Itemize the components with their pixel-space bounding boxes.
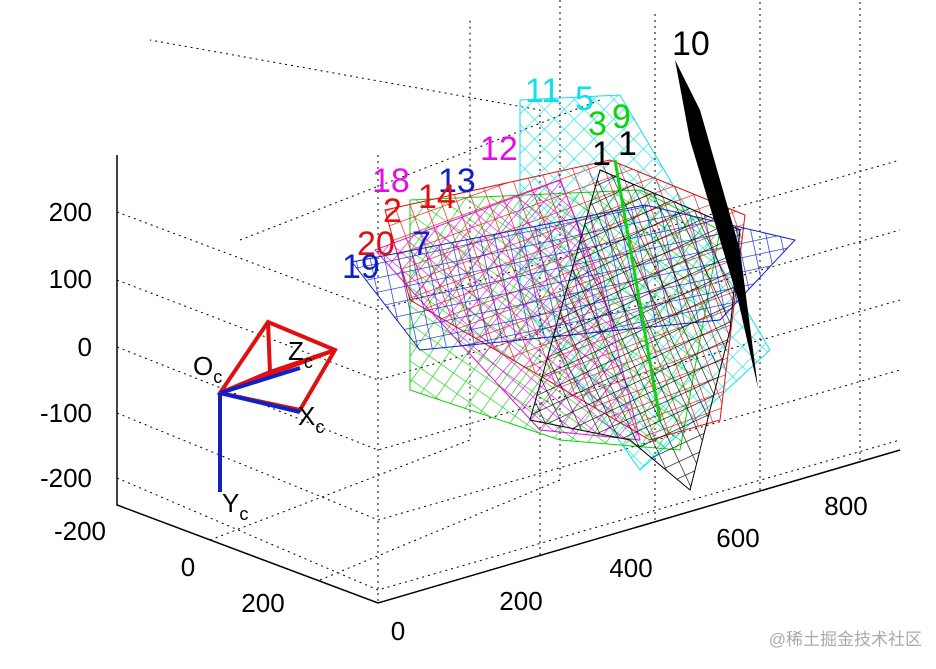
z-tick-label: 100	[49, 264, 92, 294]
y-ticks: -200 0 200	[54, 516, 285, 618]
plane-label: 1	[592, 135, 611, 173]
plane-label: 10	[672, 25, 710, 63]
plane-label: 12	[480, 130, 518, 168]
x-tick-label: 200	[499, 586, 542, 616]
plane-labels: 10 11 5 3 9 1 1 12 18 13 14 2 20 7 19	[342, 25, 710, 286]
plane-label: 9	[612, 98, 631, 136]
x-label: Xc	[298, 401, 324, 437]
z-ticks: 200 100 0 -100 -200	[40, 197, 92, 493]
x-tick-label: 0	[391, 616, 405, 646]
plane-label: 19	[342, 248, 380, 286]
camera-labels: Oc Zc Xc Yc	[193, 336, 324, 524]
plane-label: 2	[383, 192, 402, 230]
y-tick-label: -200	[54, 516, 106, 546]
camera	[216, 319, 338, 492]
z-tick-label: 200	[49, 197, 92, 227]
z-tick-label: -100	[40, 398, 92, 428]
plane-label: 13	[438, 162, 476, 200]
plane-label: 1	[618, 125, 637, 163]
y-tick-label: 200	[241, 588, 284, 618]
plane-label: 18	[372, 162, 410, 200]
calibration-planes	[351, 60, 796, 491]
x-tick-label: 600	[716, 523, 759, 553]
plane-label: 7	[412, 225, 431, 263]
plane-label: 5	[575, 80, 594, 118]
watermark: @稀土掘金技术社区	[769, 630, 922, 649]
z-label: Zc	[288, 336, 313, 372]
x-tick-label: 800	[824, 491, 867, 521]
z-tick-label: 0	[78, 332, 92, 362]
y-tick-label: 0	[181, 552, 195, 582]
x-tick-label: 400	[609, 553, 652, 583]
x-ticks: 0 200 400 600 800	[391, 491, 868, 646]
z-tick-label: -200	[40, 463, 92, 493]
y-label: Yc	[222, 488, 248, 524]
plane-label: 11	[525, 72, 560, 110]
plane-label: 14	[418, 178, 456, 216]
plane-label: 20	[357, 225, 395, 263]
plane-label: 3	[588, 105, 607, 143]
origin-label: Oc	[193, 351, 222, 387]
